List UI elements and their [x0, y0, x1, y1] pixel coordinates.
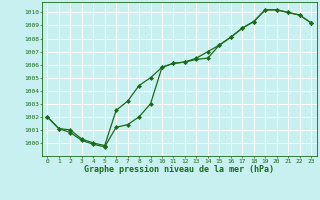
X-axis label: Graphe pression niveau de la mer (hPa): Graphe pression niveau de la mer (hPa)	[84, 165, 274, 174]
